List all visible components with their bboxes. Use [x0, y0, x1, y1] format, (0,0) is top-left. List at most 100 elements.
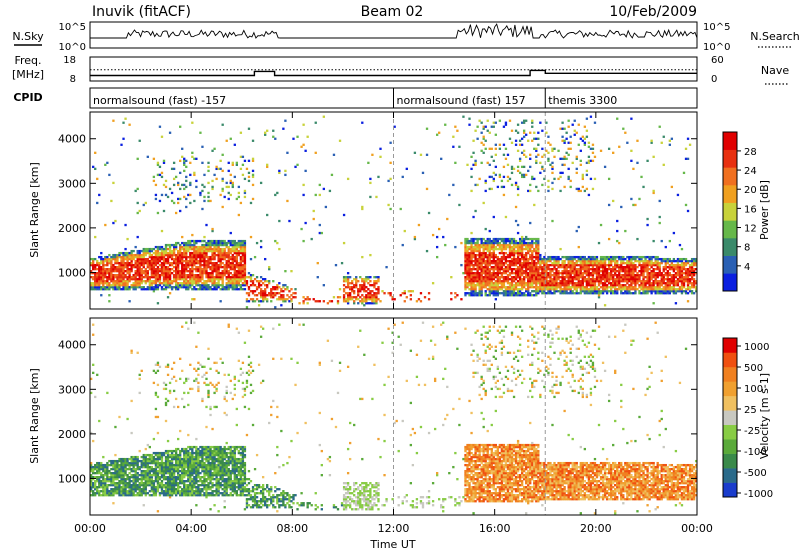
heatmap-cell — [179, 171, 182, 175]
heatmap-cell — [282, 294, 285, 297]
heatmap-cell — [567, 270, 570, 273]
heatmap-cell — [183, 263, 186, 267]
heatmap-cell — [504, 241, 508, 245]
heatmap-cell — [533, 203, 536, 207]
heatmap-cell — [618, 257, 621, 261]
heatmap-cell — [282, 127, 285, 130]
heatmap-cell — [371, 284, 374, 287]
heatmap-cell — [241, 253, 245, 257]
heatmap-cell — [662, 268, 665, 271]
heatmap-cell — [284, 288, 287, 291]
heatmap-cell — [527, 243, 530, 247]
heatmap-cell — [122, 261, 125, 265]
heatmap-cell — [666, 278, 669, 281]
heatmap-cell — [605, 255, 609, 259]
heatmap-cell — [490, 261, 493, 265]
heatmap-cell — [96, 201, 99, 205]
heatmap-cell — [229, 265, 232, 269]
heatmap-cell — [223, 255, 226, 259]
heatmap-cell — [142, 276, 145, 279]
heatmap-cell — [506, 179, 510, 183]
heatmap-cell — [561, 272, 564, 275]
heatmap-cell — [575, 288, 578, 291]
heatmap-cell — [504, 265, 508, 269]
heatmap-cell — [565, 292, 568, 295]
heatmap-cell — [417, 223, 421, 227]
heatmap-cell — [170, 243, 174, 247]
heatmap-cell — [207, 255, 210, 259]
heatmap-cell — [138, 265, 141, 269]
heatmap-cell — [502, 243, 506, 247]
heatmap-cell — [547, 286, 550, 289]
heatmap-cell — [120, 261, 123, 265]
heatmap-cell — [211, 247, 214, 251]
heatmap-cell — [516, 149, 520, 152]
heatmap-cell — [106, 463, 109, 467]
heatmap-cell — [286, 286, 289, 289]
heatmap-cell — [512, 167, 516, 171]
heatmap-cell — [632, 268, 635, 271]
heatmap-cell — [500, 292, 504, 295]
heatmap-cell — [124, 263, 127, 267]
heatmap-cell — [221, 253, 224, 257]
heatmap-cell — [488, 286, 491, 289]
heatmap-cell — [508, 177, 512, 181]
heatmap-cell — [104, 478, 107, 481]
heatmap-cell — [620, 255, 623, 259]
heatmap-cell — [484, 286, 487, 289]
heatmap-cell — [150, 255, 154, 259]
heatmap-cell — [197, 245, 200, 249]
heatmap-cell — [533, 286, 536, 289]
heatmap-cell — [587, 282, 591, 285]
heatmap-cell — [193, 255, 196, 259]
heatmap-cell — [219, 274, 222, 277]
heatmap-cell — [474, 243, 477, 247]
heatmap-cell — [668, 278, 671, 281]
heatmap-cell — [468, 247, 471, 251]
heatmap-cell — [132, 253, 135, 257]
heatmap-cell — [205, 284, 208, 287]
heatmap-cell — [104, 259, 107, 263]
heatmap-cell — [342, 288, 346, 291]
heatmap-cell — [102, 486, 105, 489]
heatmap-cell — [150, 286, 154, 289]
heatmap-cell — [516, 259, 520, 263]
heatmap-cell — [559, 280, 562, 283]
heatmap-cell — [626, 268, 629, 271]
heatmap-cell — [541, 280, 544, 283]
heatmap-cell — [223, 247, 226, 251]
heatmap-cell — [516, 290, 520, 293]
heatmap-cell — [128, 253, 131, 257]
heatmap-cell — [516, 261, 520, 265]
heatmap-cell — [227, 278, 230, 281]
heatmap-cell — [118, 263, 121, 267]
heatmap-cell — [90, 257, 93, 261]
heatmap-cell — [227, 245, 230, 249]
heatmap-cell — [686, 261, 690, 265]
heatmap-cell — [494, 288, 497, 291]
heatmap-cell — [215, 253, 218, 257]
heatmap-cell — [96, 274, 99, 277]
heatmap-cell — [207, 241, 210, 245]
heatmap-cell — [136, 270, 139, 273]
heatmap-cell — [207, 259, 210, 263]
heatmap-cell — [474, 286, 477, 289]
heatmap-cell — [435, 133, 439, 136]
heatmap-cell — [478, 177, 481, 181]
heatmap-cell — [535, 249, 538, 253]
heatmap-cell — [510, 280, 514, 283]
heatmap-cell — [692, 261, 696, 265]
heatmap-cell — [104, 255, 107, 259]
heatmap-cell — [547, 157, 550, 160]
heatmap-cell — [551, 280, 554, 283]
heatmap-cell — [533, 147, 536, 150]
heatmap-cell — [213, 239, 216, 243]
heatmap-cell — [563, 268, 566, 271]
heatmap-cell — [539, 290, 542, 293]
heatmap-cell — [195, 282, 198, 285]
heatmap-cell — [545, 265, 548, 269]
heatmap-cell — [193, 171, 196, 175]
heatmap-cell — [569, 274, 572, 277]
heatmap-cell — [682, 261, 686, 265]
heatmap-cell — [203, 251, 206, 255]
